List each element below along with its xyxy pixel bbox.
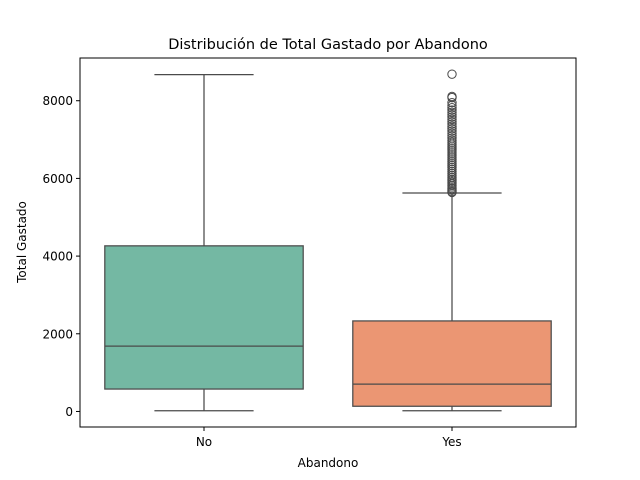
outlier-point-yes [447,112,457,122]
y-tick-label: 8000 [42,94,73,108]
x-axis: No Yes [196,427,462,449]
outlier-point-yes [447,110,457,120]
plot-area [104,69,552,412]
x-tick-label: Yes [441,435,461,449]
outlier-point-yes [447,69,457,79]
outlier-point-yes [447,119,457,129]
outlier-point-yes [447,114,457,125]
plot-frame [79,57,577,428]
box-group-yes [352,69,552,412]
outlier-point-yes [447,128,457,139]
outlier-point-yes [447,97,457,108]
outlier-point-yes [447,126,457,136]
box-group-no [104,73,304,412]
box-no [104,245,304,390]
outlier-point-yes [447,123,457,134]
outlier-point-yes [447,107,457,118]
y-tick-label: 4000 [42,250,73,264]
outlier-point-yes [447,92,457,103]
y-tick-label: 0 [65,405,73,419]
outlier-point-yes [447,117,457,127]
outlier-point-yes [447,105,457,115]
outlier-point-yes [447,100,457,111]
outlier-point-yes [447,121,457,132]
outlier-point-yes [447,103,457,113]
x-tick-label: No [196,435,212,449]
box-yes [352,320,552,407]
y-axis-label: Total Gastado [15,201,29,284]
y-axis: 0 2000 4000 6000 8000 [42,94,80,419]
chart-title: Distribución de Total Gastado por Abando… [168,37,488,53]
x-axis-label: Abandono [298,456,359,470]
y-tick-label: 2000 [42,327,73,341]
outlier-point-yes [447,187,457,198]
y-tick-label: 6000 [42,172,73,186]
